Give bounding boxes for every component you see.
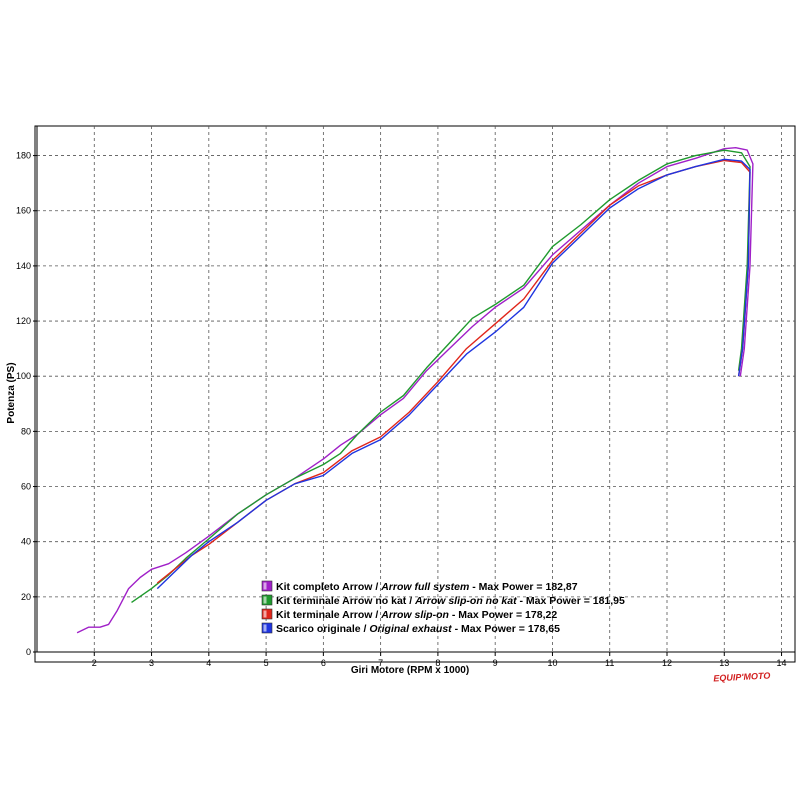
x-tick-label: 3	[149, 658, 154, 668]
plot-border	[34, 125, 796, 663]
x-tick-label: 13	[719, 658, 729, 668]
legend: Kit completo Arrow / Arrow full system -…	[261, 580, 625, 635]
legend-swatch-highlight	[263, 624, 267, 632]
x-tick-label: 7	[378, 658, 383, 668]
y-tick-label: 0	[26, 647, 31, 657]
legend-entry-part: Kit completo Arrow	[276, 581, 373, 593]
legend-entry-part: /	[372, 581, 381, 593]
x-tick-label: 4	[206, 658, 211, 668]
y-tick-label: 180	[16, 151, 31, 161]
axes: 2 3 4 5 6 7 8 9 10 11 12 13 140204060801001201401601…	[16, 126, 795, 668]
x-tick-label: 12	[662, 658, 672, 668]
y-tick-label: 120	[16, 316, 31, 326]
legend-entry-4: Scarico originale / Original exhaust - M…	[276, 623, 560, 635]
legend-entry-part: /	[372, 609, 381, 621]
grid-lines	[37, 126, 795, 653]
x-tick-label: 5	[264, 658, 269, 668]
legend-swatch-2	[261, 594, 273, 606]
legend-swatch-highlight	[263, 610, 267, 618]
y-tick-label: 100	[16, 371, 31, 381]
legend-swatch-4	[261, 622, 273, 634]
legend-entry-part: Kit terminale Arrow	[276, 609, 373, 621]
y-tick-label: 160	[16, 206, 31, 216]
legend-swatch-1	[261, 580, 273, 592]
watermark-logo: EQUIP'MOTO	[713, 671, 770, 684]
legend-entry-3: Kit terminale Arrow / Arrow slip-on - Ma…	[276, 609, 557, 621]
legend-entry-part: Arrow slip-on no kat	[414, 595, 517, 607]
x-tick-label: 8	[435, 658, 440, 668]
legend-entry-part: - Max Power = 182,87	[469, 581, 577, 593]
x-tick-label: 10	[547, 658, 557, 668]
legend-entry-part: /	[406, 595, 415, 607]
y-tick-label: 20	[21, 592, 31, 602]
legend-entry-part: Scarico originale	[276, 623, 361, 635]
x-tick-label: 2	[92, 658, 97, 668]
legend-swatch-highlight	[263, 582, 267, 590]
legend-swatch-3	[261, 608, 273, 620]
legend-swatch-highlight	[263, 596, 267, 604]
series-lines	[76, 147, 754, 634]
y-axis-title: Potenza (PS)	[6, 362, 17, 423]
legend-entry-part: Original exhaust	[369, 623, 452, 635]
series-line-1	[76, 147, 754, 634]
legend-entry-part: Kit terminale Arrow no kat	[276, 595, 407, 607]
legend-entry-2: Kit terminale Arrow no kat / Arrow slip-…	[276, 595, 625, 607]
legend-entry-part: /	[361, 623, 370, 635]
x-tick-label: 11	[605, 658, 614, 668]
legend-entry-part: - Max Power = 178,65	[452, 623, 560, 635]
legend-entry-part: - Max Power = 181,95	[517, 595, 625, 607]
y-tick-label: 40	[21, 537, 31, 547]
legend-entry-1: Kit completo Arrow / Arrow full system -…	[276, 581, 578, 593]
y-tick-label: 80	[21, 426, 31, 436]
legend-entry-part: Arrow full system	[380, 581, 469, 593]
x-tick-label: 14	[777, 658, 787, 668]
x-axis-title: Giri Motore (RPM x 1000)	[351, 665, 469, 676]
x-tick-label: 9	[493, 658, 498, 668]
y-tick-label: 140	[16, 261, 31, 271]
series-line-2	[131, 149, 751, 603]
legend-entry-part: Arrow slip-on	[380, 609, 449, 621]
legend-entry-part: - Max Power = 178,22	[449, 609, 557, 621]
y-tick-label: 60	[21, 482, 31, 492]
series-line-4	[156, 158, 751, 590]
x-tick-label: 6	[321, 658, 326, 668]
